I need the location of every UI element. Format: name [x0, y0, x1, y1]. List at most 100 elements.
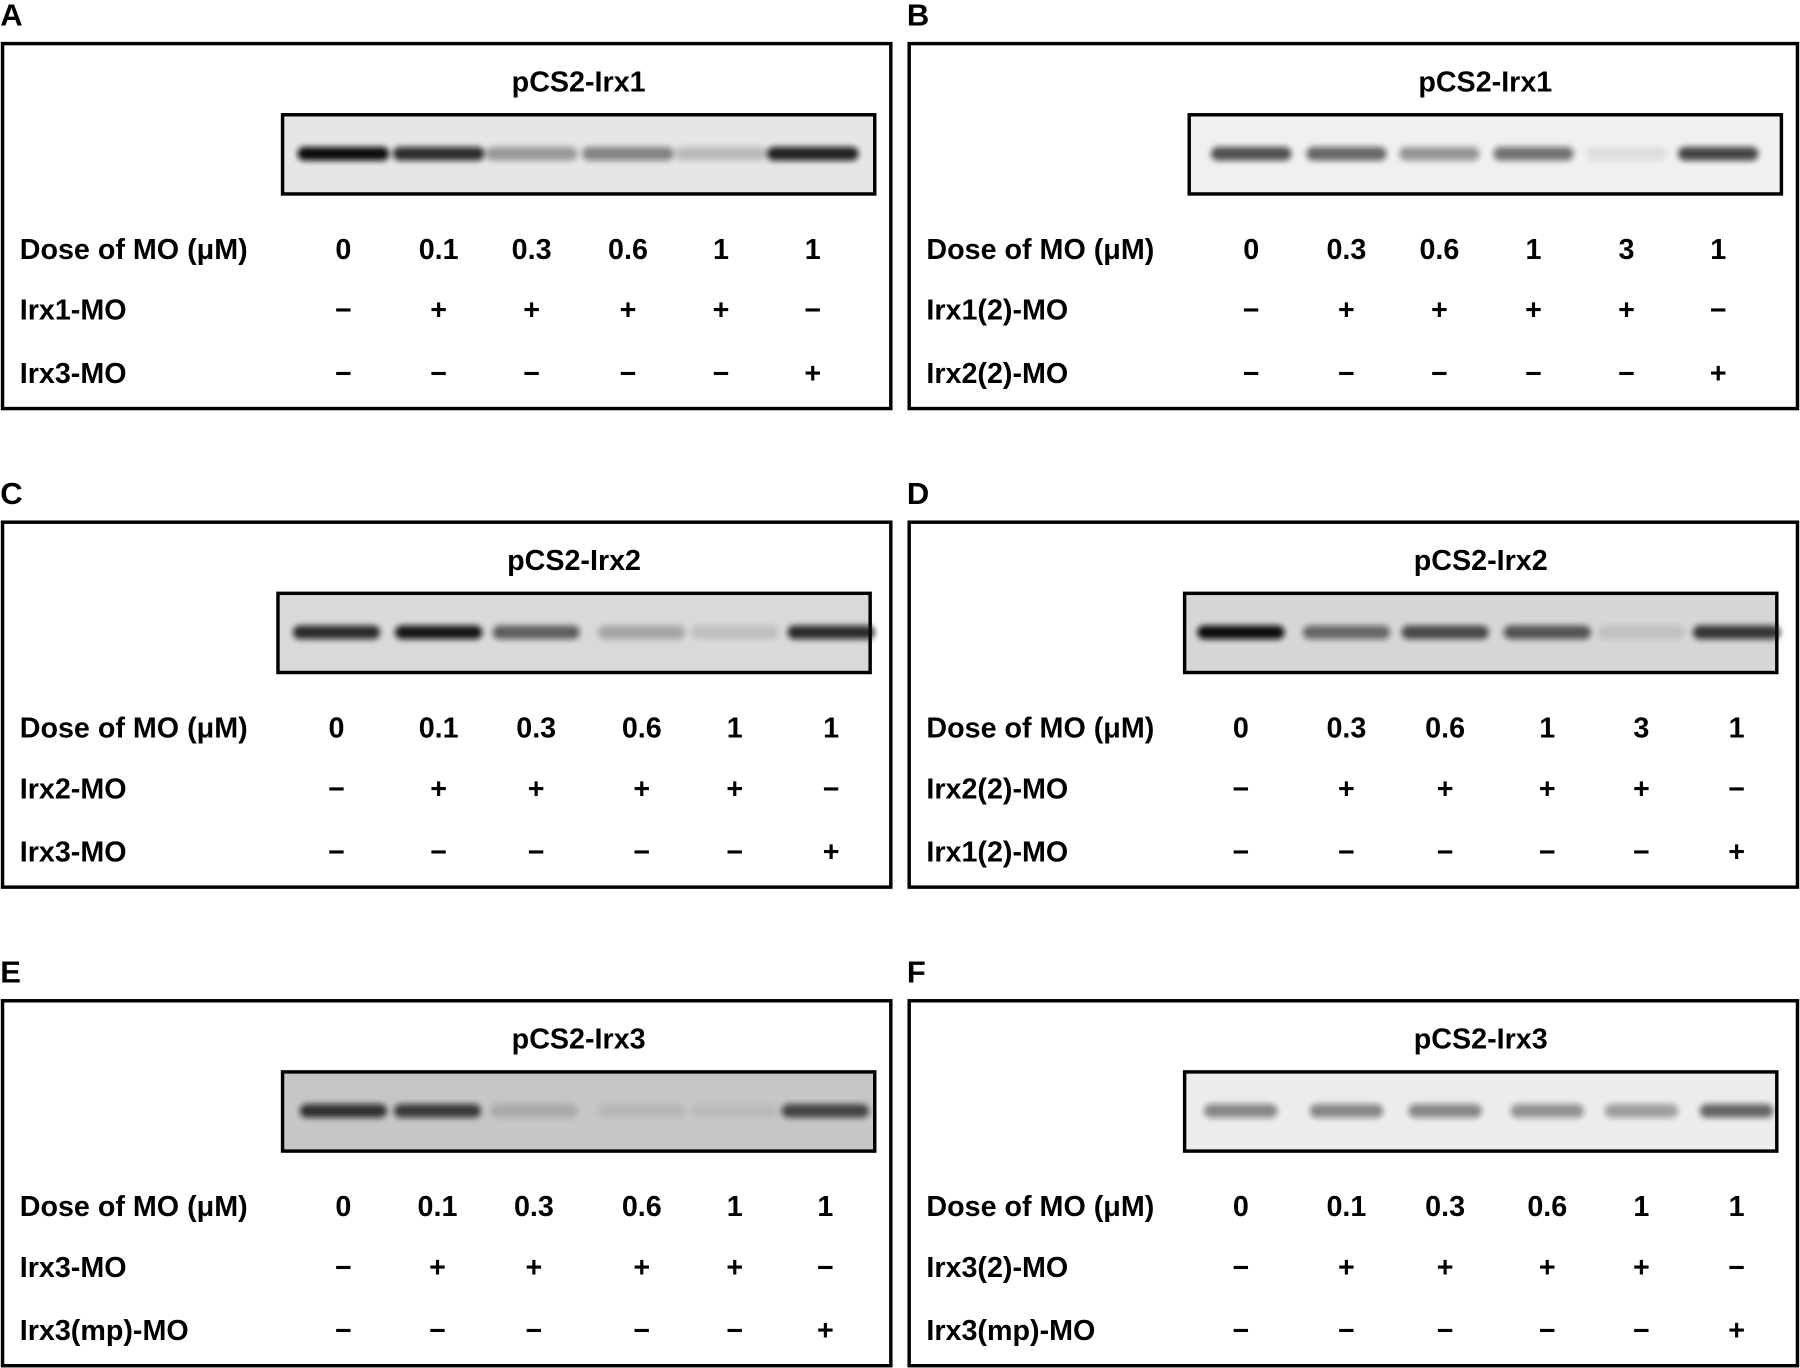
dose-label: Dose of MO (μM) [926, 234, 1154, 266]
sign: + [1338, 1252, 1355, 1284]
sign: − [726, 836, 743, 868]
dose-value: 1 [805, 234, 821, 266]
gel-band [392, 146, 485, 161]
dose-value: 0 [335, 234, 351, 266]
panel-letter: A [0, 0, 22, 32]
dose-value: 0.6 [622, 1191, 662, 1223]
panel-frame [0, 999, 893, 1368]
gel-band [490, 1104, 578, 1118]
row-label: Irx3(mp)-MO [20, 1315, 189, 1347]
sign: − [523, 358, 540, 390]
sign: − [1633, 836, 1650, 868]
dose-value: 0.3 [516, 712, 556, 744]
dose-value: 0.3 [1425, 1191, 1465, 1223]
sign: + [817, 1315, 834, 1347]
panel-frame [0, 41, 893, 411]
dose-value: 0.6 [1527, 1191, 1567, 1223]
gel-band [1309, 1104, 1384, 1118]
sign: + [1338, 295, 1355, 327]
panel-frame [907, 520, 1800, 889]
sign: − [335, 358, 352, 390]
panel-frame [0, 520, 893, 889]
dose-value: 0 [1243, 234, 1259, 266]
sign: + [713, 295, 730, 327]
sign: + [1728, 1315, 1745, 1347]
gel-band [675, 146, 767, 161]
gel-band [787, 625, 875, 640]
gel-band [1408, 1104, 1482, 1118]
sign: − [1338, 358, 1355, 390]
dose-value: 0.3 [514, 1191, 554, 1223]
row-label: Irx1(2)-MO [926, 836, 1068, 868]
dose-label: Dose of MO (μM) [20, 1191, 248, 1223]
sign: + [1338, 773, 1355, 805]
dose-value: 1 [727, 1191, 743, 1223]
dose-value: 0 [1233, 712, 1249, 744]
dose-value: 1 [1633, 1191, 1649, 1223]
panel-frame [907, 41, 1800, 411]
sign: − [1633, 1315, 1650, 1347]
panel-letter: F [907, 955, 926, 990]
sign: + [1618, 295, 1635, 327]
sign: − [1539, 1315, 1556, 1347]
row-label: Irx2(2)-MO [926, 773, 1068, 805]
sign: + [429, 1252, 446, 1284]
dose-value: 1 [713, 234, 729, 266]
dose-value: 0.3 [1326, 712, 1366, 744]
dose-label: Dose of MO (μM) [20, 234, 248, 266]
gel-band [1306, 146, 1387, 161]
gel-band [297, 146, 390, 161]
sign: − [335, 295, 352, 327]
gel-band [1604, 1104, 1679, 1118]
sign: + [430, 295, 447, 327]
panel-letter: D [907, 476, 929, 511]
gel-band [292, 625, 381, 640]
sign: + [633, 1252, 650, 1284]
gel-title: pCS2-Irx1 [512, 66, 646, 98]
sign: − [1232, 1252, 1249, 1284]
dose-value: 0.6 [608, 234, 648, 266]
dose-label: Dose of MO (μM) [926, 712, 1154, 744]
sign: + [804, 358, 821, 390]
sign: − [528, 836, 545, 868]
dose-value: 1 [817, 1191, 833, 1223]
sign: − [335, 1315, 352, 1347]
gel-band [781, 1104, 870, 1118]
dose-value: 1 [1729, 712, 1745, 744]
row-label: Irx3-MO [20, 836, 127, 868]
sign: + [620, 295, 637, 327]
sign: + [823, 836, 840, 868]
sign: − [1710, 295, 1727, 327]
sign: − [1437, 1315, 1454, 1347]
sign: − [1243, 295, 1260, 327]
dose-value: 3 [1618, 234, 1634, 266]
gel-title: pCS2-Irx3 [1414, 1023, 1548, 1055]
sign: + [430, 773, 447, 805]
sign: − [1232, 1315, 1249, 1347]
dose-value: 1 [1526, 234, 1542, 266]
dose-value: 0.6 [1419, 234, 1459, 266]
gel-band [1302, 625, 1391, 640]
gel-band [691, 1104, 779, 1118]
dose-value: 0.1 [1326, 1191, 1366, 1223]
dose-value: 1 [1729, 1191, 1745, 1223]
dose-value: 0.3 [512, 234, 552, 266]
sign: − [633, 836, 650, 868]
row-label: Irx3(mp)-MO [926, 1315, 1095, 1347]
dose-value: 0.6 [1425, 712, 1465, 744]
sign: − [1338, 1315, 1355, 1347]
gel-band [485, 146, 578, 161]
sign: − [429, 1315, 446, 1347]
gel-band [598, 625, 686, 640]
dose-value: 0.1 [418, 1191, 458, 1223]
gel-band [1678, 146, 1759, 161]
sign: + [726, 1252, 743, 1284]
gel-band [299, 1104, 387, 1118]
